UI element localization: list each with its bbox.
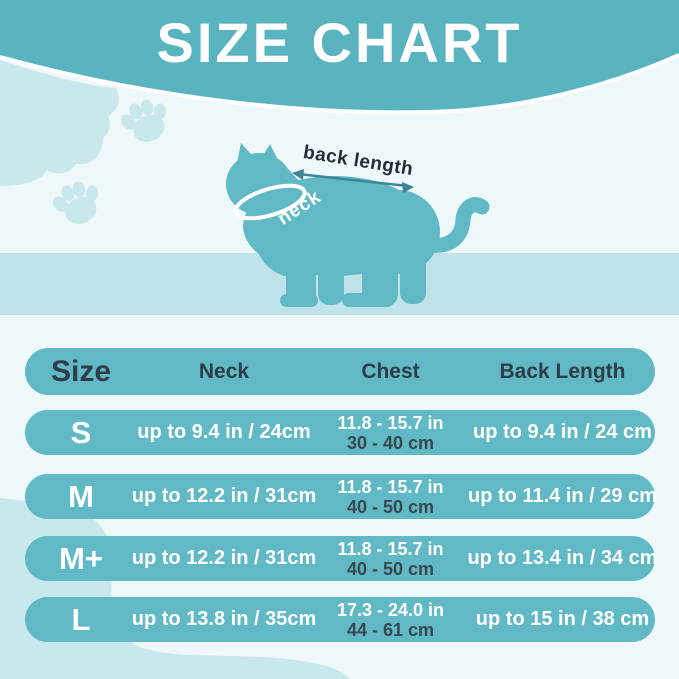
back-length-value: up to 15 in / 38 cm — [475, 608, 650, 630]
chest-value: 11.8 - 15.7 in 40 - 50 cm — [311, 539, 470, 579]
column-header-back-length: Back Length — [499, 359, 626, 383]
chest-value: 17.3 - 24.0 in 44 - 61 cm — [311, 600, 470, 640]
neck-value: up to 12.2 in / 31cm — [131, 547, 317, 569]
chest-inches: 11.8 - 15.7 in — [337, 412, 444, 433]
chest-inches: 17.3 - 24.0 in — [336, 599, 445, 620]
size-label: M+ — [59, 540, 103, 576]
column-header-neck: Neck — [198, 359, 250, 383]
chest-inches: 11.8 - 15.7 in — [337, 538, 444, 559]
table-row-size-s: S up to 9.4 in / 24cm 11.8 - 15.7 in 30 … — [25, 410, 655, 455]
back-length-value: up to 9.4 in / 24 cm — [473, 421, 652, 443]
table-row-size-m-plus: M+ up to 12.2 in / 31cm 11.8 - 15.7 in 4… — [25, 536, 658, 581]
chest-cm: 44 - 61 cm — [346, 619, 435, 640]
chest-inches: 11.8 - 15.7 in — [337, 476, 444, 497]
size-label: L — [71, 601, 91, 637]
back-length-value: up to 13.4 in / 34 cm — [467, 547, 658, 569]
chest-cm: 40 - 50 cm — [346, 496, 435, 517]
table-row-size-m: M up to 12.2 in / 31cm 11.8 - 15.7 in 40… — [25, 474, 657, 519]
neck-value: up to 13.8 in / 35cm — [131, 608, 317, 630]
table-row-size-l: L up to 13.8 in / 35cm 17.3 - 24.0 in 44… — [25, 597, 655, 642]
neck-value: up to 9.4 in / 24cm — [137, 421, 311, 443]
column-header-chest: Chest — [361, 359, 420, 383]
back-length-value: up to 11.4 in / 29 cm — [468, 485, 657, 507]
chest-cm: 40 - 50 cm — [346, 558, 435, 579]
chest-value: 11.8 - 15.7 in 30 - 40 cm — [311, 413, 470, 453]
size-label: S — [70, 414, 92, 450]
page-title: SIZE CHART — [156, 11, 523, 74]
neck-value: up to 12.2 in / 31cm — [131, 485, 317, 507]
size-table: Size Neck Chest Back Length S up to 9.4 … — [25, 0, 658, 679]
chest-cm: 30 - 40 cm — [346, 432, 435, 453]
chest-value: 11.8 - 15.7 in 40 - 50 cm — [311, 477, 470, 517]
size-label: M — [68, 478, 94, 514]
table-header-row: Size Neck Chest Back Length — [25, 348, 655, 395]
column-header-size: Size — [50, 354, 112, 388]
